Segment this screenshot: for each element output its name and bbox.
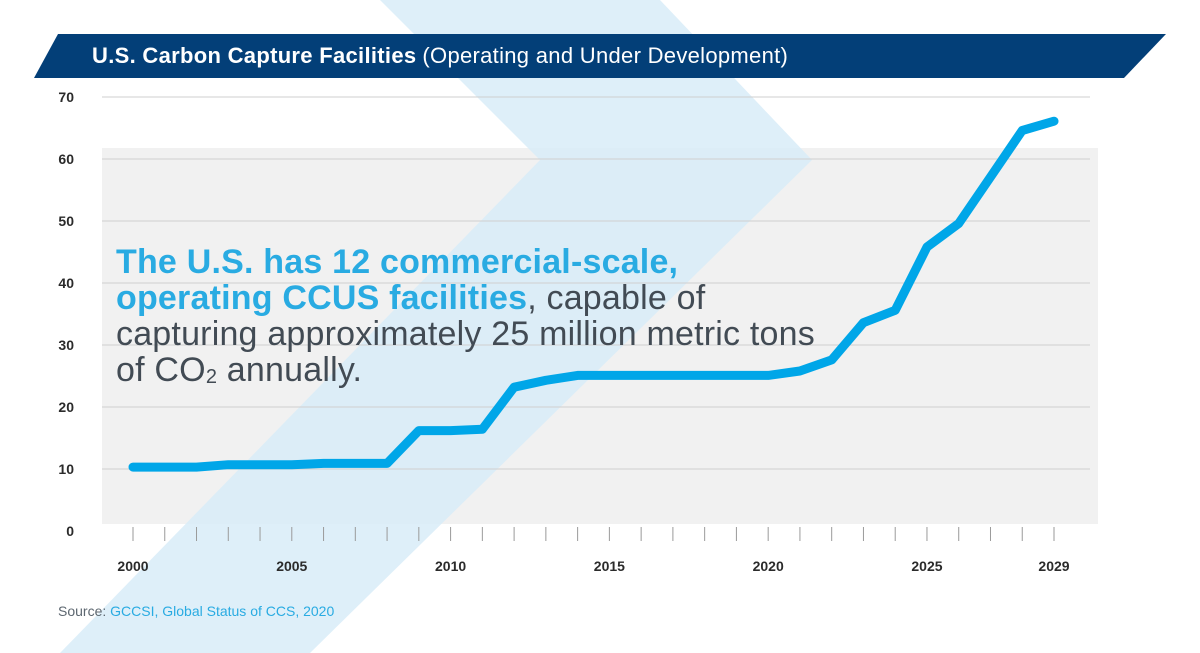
title-subtitle-text: (Operating and Under Development) [422, 43, 789, 68]
chart-annotation: The U.S. has 12 commercial-scale, operat… [116, 244, 816, 395]
y-tick-label: 30 [58, 337, 74, 353]
x-tick-label: 2000 [117, 558, 148, 574]
gridlines [102, 96, 1090, 470]
y-tick-label: 60 [58, 151, 74, 167]
annotation-body-text: , capable of capturing approximately 25 … [116, 279, 815, 389]
x-tick-label: 2029 [1038, 558, 1069, 574]
x-axis-labels: 2000 2005 2010 2015 2020 2025 2029 [117, 558, 1069, 574]
annotation-body-end: annually. [217, 351, 363, 389]
title-main-text: U.S. Carbon Capture Facilities [92, 43, 417, 68]
y-tick-label: 20 [58, 399, 74, 415]
chevron-watermark [60, 0, 812, 653]
y-tick-label: 0 [66, 523, 74, 539]
y-tick-label: 10 [58, 461, 74, 477]
x-tick-label: 2025 [911, 558, 942, 574]
x-axis-ticks [132, 527, 1055, 541]
source-value: GCCSI, Global Status of CCS, 2020 [110, 603, 335, 619]
x-tick-label: 2020 [753, 558, 784, 574]
x-tick-label: 2005 [276, 558, 307, 574]
title-banner [34, 34, 1166, 78]
y-tick-label: 70 [58, 89, 74, 105]
annotation-subscript: 2 [205, 366, 218, 388]
source-note: Source: GCCSI, Global Status of CCS, 202… [58, 603, 334, 619]
chart-title: U.S. Carbon Capture Facilities (Operating… [92, 40, 788, 72]
x-tick-label: 2015 [594, 558, 625, 574]
series-line [128, 116, 1059, 472]
x-tick-label: 2010 [435, 558, 466, 574]
y-axis-labels: 0 10 20 30 40 50 60 70 [58, 89, 74, 539]
annotation-highlight-line2: operating CCUS facilities [116, 279, 528, 317]
annotation-highlight-line1: The U.S. has 12 commercial-scale, [116, 243, 679, 281]
y-tick-label: 50 [58, 213, 74, 229]
series-layer [128, 116, 1059, 472]
y-tick-label: 40 [58, 275, 74, 291]
source-label: Source: [58, 603, 107, 619]
